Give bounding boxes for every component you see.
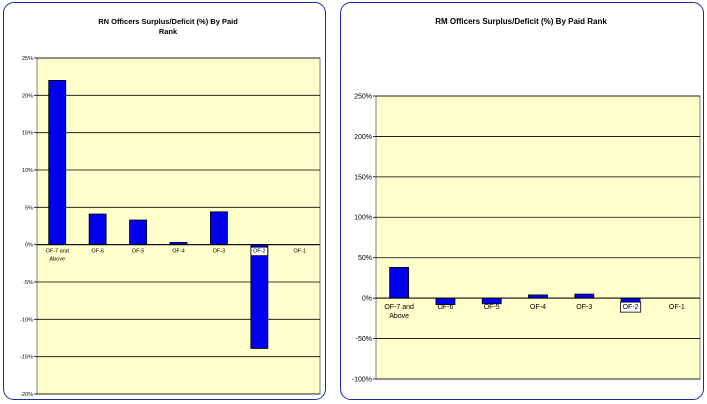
x-category-label: OF-3	[213, 249, 226, 255]
y-tick-label: 0%	[362, 296, 372, 303]
y-tick-label: -5%	[23, 280, 33, 286]
y-tick-label: -50%	[356, 336, 372, 343]
chart-title: RN Officers Surplus/Deficit (%) By Paid	[98, 17, 238, 26]
x-category-label: OF-6	[437, 304, 453, 311]
x-category-label: OF-2	[253, 249, 266, 255]
x-category-label: OF-1	[669, 304, 685, 311]
x-category-label: OF-4	[530, 304, 546, 311]
bar-of-7-and-above	[48, 80, 67, 246]
bar-of-6	[88, 213, 107, 246]
plot-area	[375, 95, 701, 380]
y-tick-label: 250%	[354, 93, 372, 100]
y-tick-label: 20%	[22, 93, 33, 99]
y-tick-label: 50%	[358, 255, 372, 262]
y-tick-label: 100%	[354, 215, 372, 222]
category-label-box	[620, 301, 642, 313]
x-category-label: OF-7 and	[46, 249, 69, 255]
category-label-box	[250, 246, 269, 257]
bar-of-3	[574, 293, 595, 299]
y-tick-label: 10%	[22, 168, 33, 174]
bar-of-7-and-above	[389, 267, 410, 299]
y-tick-label: -15%	[20, 355, 33, 361]
plot-area	[36, 57, 321, 395]
bar-of-2	[250, 244, 269, 349]
x-category-label: Above	[389, 313, 409, 320]
chart-title: RM Officers Surplus/Deficit (%) By Paid …	[435, 17, 607, 26]
x-category-label: OF-5	[484, 304, 500, 311]
y-tick-label: -10%	[20, 317, 33, 323]
y-tick-label: 15%	[22, 131, 33, 137]
x-category-label: OF-7 and	[384, 304, 414, 311]
x-category-label: OF-6	[91, 249, 104, 255]
x-category-label: OF-3	[576, 304, 592, 311]
chart-panel-rm: RM Officers Surplus/Deficit (%) By Paid …	[340, 2, 704, 400]
bar-of-3	[210, 211, 228, 246]
bar-of-5	[481, 297, 502, 305]
x-category-label: OF-5	[132, 249, 145, 255]
bar-of-5	[129, 219, 147, 246]
y-tick-label: 0%	[25, 243, 33, 249]
y-tick-label: 25%	[22, 56, 33, 62]
x-category-label: Above	[49, 257, 65, 263]
rn-chart-svg: RN Officers Surplus/Deficit (%) By PaidR…	[20, 17, 321, 398]
y-tick-label: 5%	[25, 205, 33, 211]
rm-chart-svg: RM Officers Surplus/Deficit (%) By Paid …	[352, 17, 701, 383]
x-category-label: OF-2	[623, 304, 639, 311]
y-tick-label: -20%	[20, 392, 33, 398]
x-category-label: OF-4	[172, 249, 185, 255]
y-tick-label: -100%	[352, 376, 372, 383]
y-tick-label: 200%	[354, 134, 372, 141]
y-tick-label: 150%	[354, 174, 372, 181]
chart-panel-rn: RN Officers Surplus/Deficit (%) By Paid R…	[3, 2, 326, 400]
chart-title: Rank	[159, 27, 178, 36]
x-category-label: OF-1	[294, 249, 307, 255]
